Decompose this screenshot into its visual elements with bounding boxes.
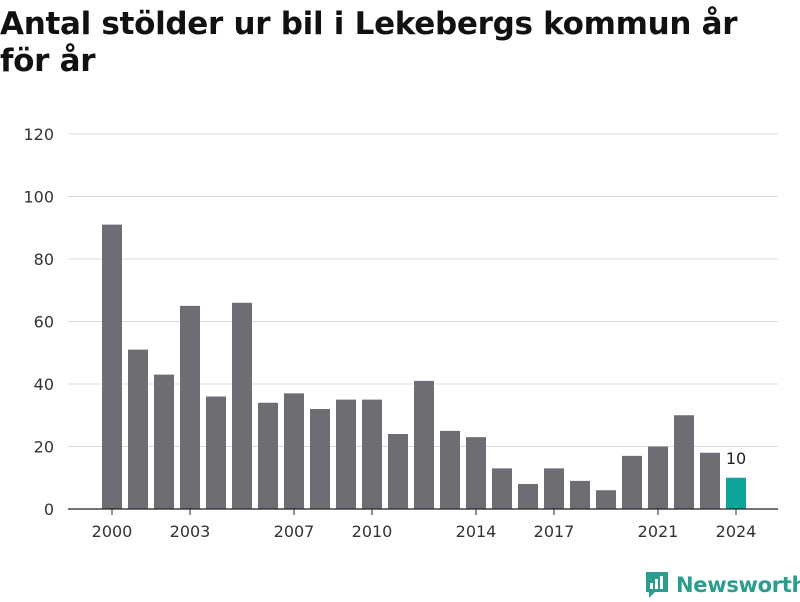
y-tick-label: 60 bbox=[34, 313, 54, 332]
x-tick-label: 2017 bbox=[534, 522, 575, 541]
x-tick-label: 2000 bbox=[92, 522, 133, 541]
bar-2024 bbox=[726, 477, 746, 509]
x-axis-ticks: 2000 2003 2007 2010 2014 2017 2021 2024 bbox=[92, 509, 757, 541]
bar-2023 bbox=[700, 452, 720, 509]
bar-2003 bbox=[180, 305, 200, 509]
bar-2002 bbox=[154, 374, 174, 509]
bars bbox=[102, 224, 746, 509]
bar-2019 bbox=[596, 490, 616, 509]
chart-title: Antal stölder ur bil i Lekebergs kommun … bbox=[0, 6, 738, 79]
bar-2021 bbox=[648, 446, 668, 509]
brand-name: Newsworthy bbox=[676, 573, 800, 597]
newsworthy-logo-icon bbox=[646, 572, 668, 598]
bar-2017 bbox=[544, 468, 564, 509]
bar-2022 bbox=[674, 415, 694, 509]
bar-2020 bbox=[622, 455, 642, 509]
bar-2008 bbox=[310, 409, 330, 509]
bar-2001 bbox=[128, 349, 148, 509]
y-tick-label: 120 bbox=[23, 125, 54, 144]
x-tick-label: 2014 bbox=[456, 522, 497, 541]
bar-2000 bbox=[102, 224, 122, 509]
y-tick-label: 0 bbox=[44, 500, 54, 519]
x-tick-label: 2024 bbox=[716, 522, 757, 541]
bar-2004 bbox=[206, 396, 226, 509]
bar-2014 bbox=[466, 437, 486, 509]
y-tick-label: 80 bbox=[34, 250, 54, 269]
y-tick-label: 40 bbox=[34, 375, 54, 394]
bar-2012 bbox=[414, 380, 434, 509]
bar-2005 bbox=[232, 302, 252, 509]
x-tick-label: 2010 bbox=[352, 522, 393, 541]
bar-2013 bbox=[440, 430, 460, 509]
bar-2010 bbox=[362, 399, 382, 509]
y-axis-ticks: 0 20 40 60 80 100 120 bbox=[23, 125, 54, 519]
data-label-2024: 10 bbox=[726, 449, 746, 468]
x-tick-label: 2003 bbox=[170, 522, 211, 541]
bar-2011 bbox=[388, 434, 408, 509]
data-labels: 10 bbox=[726, 449, 746, 468]
bar-2006 bbox=[258, 402, 278, 509]
x-tick-label: 2007 bbox=[274, 522, 315, 541]
x-tick-label: 2021 bbox=[638, 522, 679, 541]
bar-2015 bbox=[492, 468, 512, 509]
bar-2007 bbox=[284, 393, 304, 509]
bar-2018 bbox=[570, 480, 590, 509]
y-tick-label: 100 bbox=[23, 188, 54, 207]
bar-2009 bbox=[336, 399, 356, 509]
newsworthy-logo: Newsworthy bbox=[644, 568, 800, 602]
y-tick-label: 20 bbox=[34, 438, 54, 457]
bar-2016 bbox=[518, 484, 538, 509]
